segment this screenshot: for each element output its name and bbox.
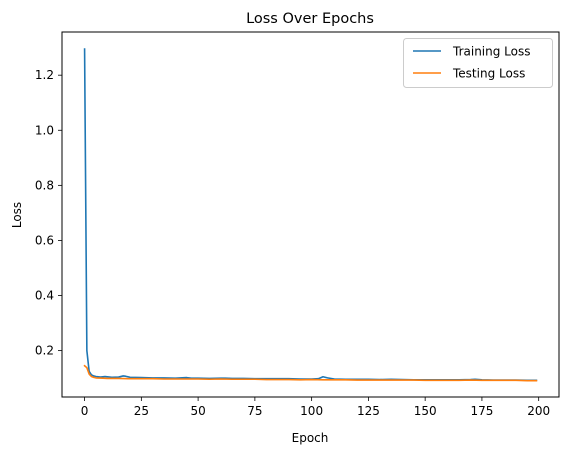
plot-area (62, 32, 559, 397)
x-tick-label: 50 (190, 404, 205, 418)
x-tick-label: 150 (414, 404, 437, 418)
y-tick-label: 1.2 (35, 68, 54, 82)
x-tick-label: 125 (357, 404, 380, 418)
x-tick-label: 175 (470, 404, 493, 418)
y-axis-ticks: 0.2 0.4 0.6 0.8 1.0 1.2 (35, 68, 62, 358)
x-tick-label: 200 (527, 404, 550, 418)
x-tick-label: 100 (300, 404, 323, 418)
x-tick-label: 0 (81, 404, 89, 418)
x-axis-label: Epoch (292, 431, 329, 445)
legend: Training Loss Testing Loss (403, 38, 553, 88)
plot-frame (61, 31, 560, 398)
y-tick-label: 1.0 (35, 123, 54, 137)
y-tick-label: 0.4 (35, 289, 54, 303)
y-tick-label: 0.2 (35, 344, 54, 358)
y-tick-label: 0.6 (35, 233, 54, 247)
legend-label-training-loss: Training Loss (452, 45, 530, 59)
x-tick-label: 75 (247, 404, 262, 418)
x-tick-label: 25 (134, 404, 149, 418)
x-axis-ticks: 0 25 50 75 100 125 150 175 200 (81, 397, 550, 418)
series-layer (83, 48, 538, 382)
legend-label-testing-loss: Testing Loss (452, 67, 525, 81)
y-tick-label: 0.8 (35, 178, 54, 192)
chart-title: Loss Over Epochs (246, 11, 374, 27)
y-axis-label: Loss (10, 202, 24, 228)
series-line-testing-loss (83, 364, 538, 382)
